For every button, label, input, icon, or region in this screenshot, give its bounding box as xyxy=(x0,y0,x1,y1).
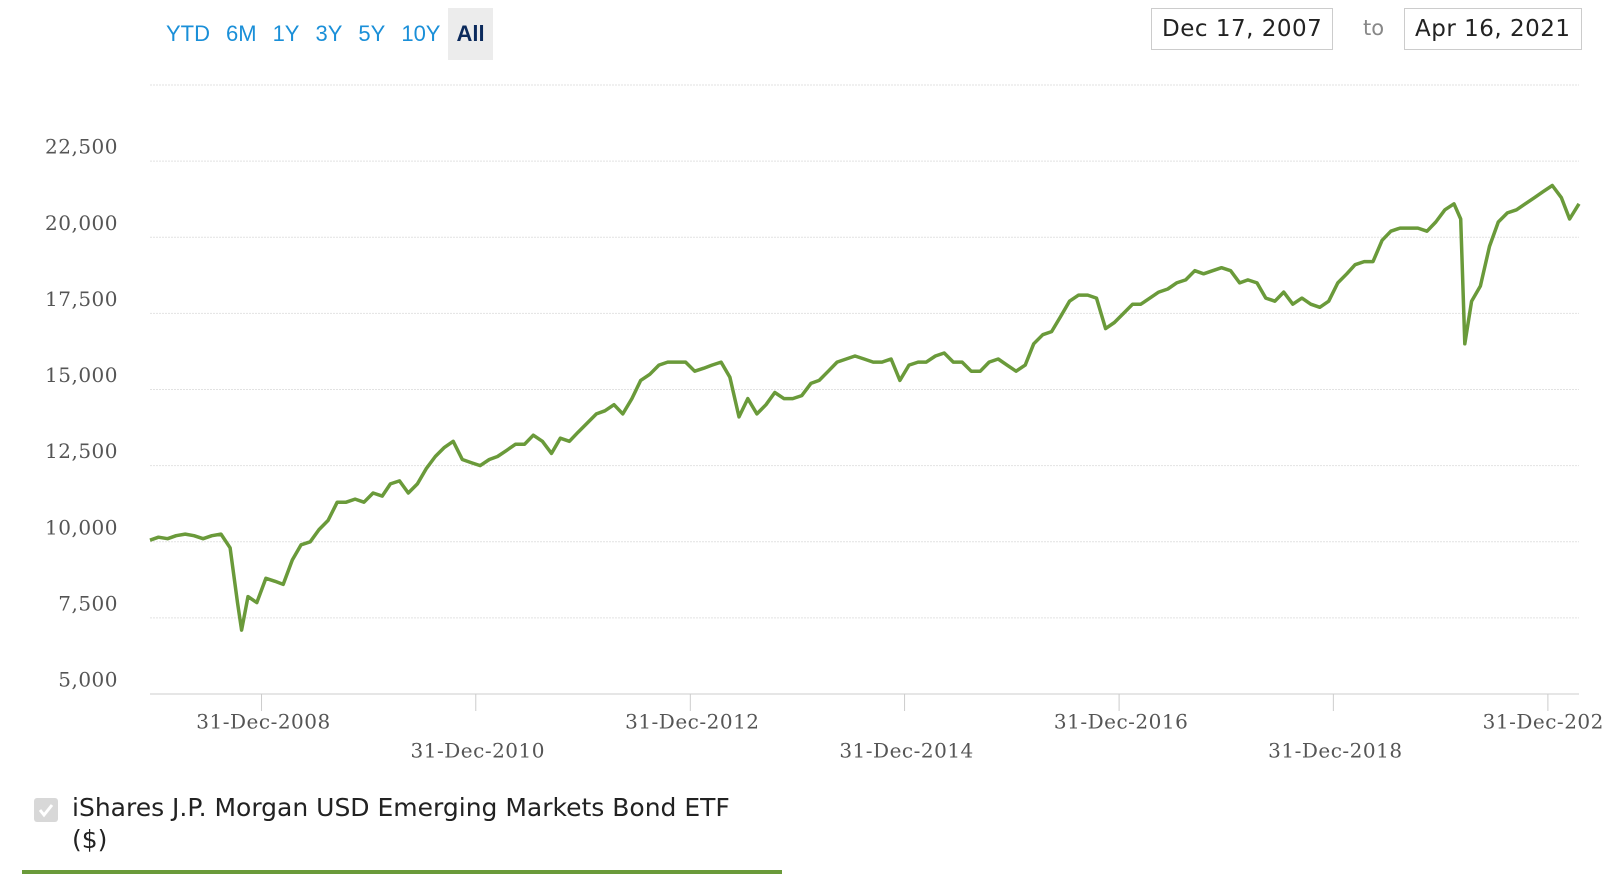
y-tick-label: 20,000 xyxy=(45,211,118,235)
y-tick-label: 22,500 xyxy=(45,135,118,159)
legend[interactable]: iShares J.P. Morgan USD Emerging Markets… xyxy=(22,786,782,874)
x-tick-label: 31-Dec-2018 xyxy=(1268,739,1402,763)
range-selector: YTD 6M 1Y 3Y 5Y 10Y All xyxy=(158,8,493,60)
x-tick-label: 31-Dec-2010 xyxy=(411,739,545,763)
y-tick-label: 7,500 xyxy=(58,591,118,615)
date-separator: to xyxy=(1363,16,1385,40)
range-button[interactable]: 5Y xyxy=(358,21,386,46)
legend-label[interactable]: iShares J.P. Morgan USD Emerging Markets… xyxy=(72,793,730,854)
y-tick-label: 15,000 xyxy=(45,363,118,387)
range-button[interactable]: 10Y xyxy=(401,21,441,46)
check-icon xyxy=(38,804,54,818)
legend-checkbox[interactable] xyxy=(34,798,58,822)
x-tick-label: 31-Dec-2014 xyxy=(839,739,973,763)
y-tick-label: 5,000 xyxy=(58,668,118,692)
date-to[interactable]: Apr 16, 2021 xyxy=(1404,8,1582,50)
x-tick-label: 31-Dec-2016 xyxy=(1054,710,1188,734)
x-tick-label: 31-Dec-2008 xyxy=(196,710,330,734)
range-button[interactable]: 1Y xyxy=(272,21,300,46)
range-button[interactable]: All xyxy=(448,8,493,60)
range-button[interactable]: YTD xyxy=(166,21,210,46)
range-button[interactable]: 6M xyxy=(226,21,257,46)
date-from[interactable]: Dec 17, 2007 xyxy=(1151,8,1334,50)
chart: 5,000 7,500 10,000 12,500 15,000 17,500 20,000… xyxy=(45,84,1605,763)
series-line xyxy=(149,183,1581,632)
y-tick-label: 12,500 xyxy=(45,439,118,463)
x-tick-label: 31-Dec-2020 xyxy=(1483,710,1605,734)
range-button[interactable]: 3Y xyxy=(315,21,343,46)
y-tick-label: 10,000 xyxy=(45,515,118,539)
x-tick-label: 31-Dec-2012 xyxy=(625,710,759,734)
y-tick-label: 17,500 xyxy=(45,287,118,311)
